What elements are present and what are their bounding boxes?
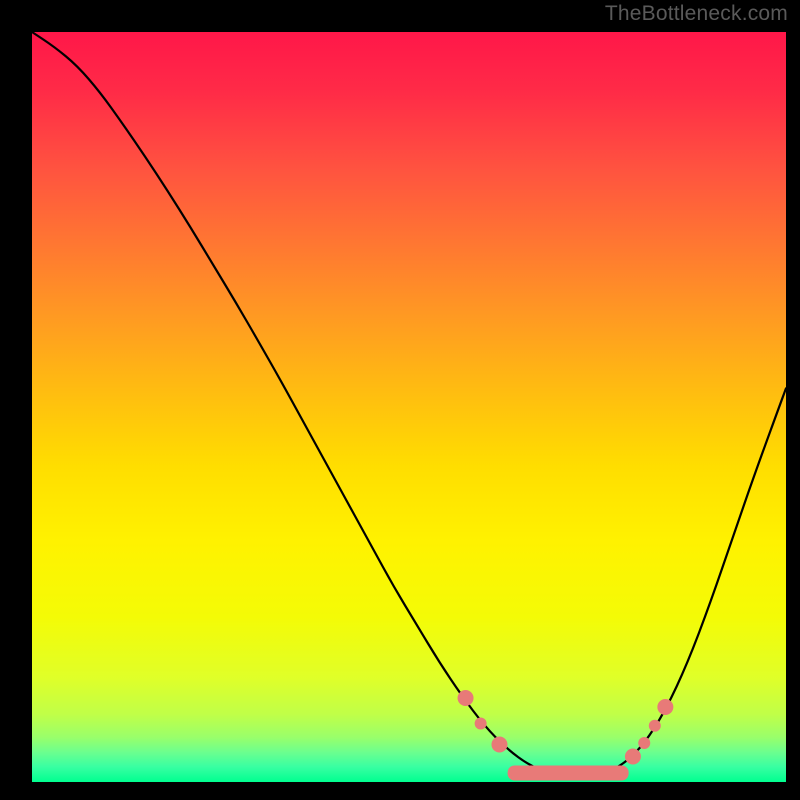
curve-marker-dot — [638, 737, 650, 749]
bottleneck-chart — [0, 0, 800, 800]
curve-marker-dot — [491, 737, 507, 753]
plot-area — [32, 32, 786, 782]
curve-marker-dot — [458, 690, 474, 706]
curve-marker-dot — [657, 699, 673, 715]
curve-marker-dot — [649, 720, 661, 732]
curve-marker-dot — [475, 718, 487, 730]
optimal-range-marker — [508, 766, 629, 781]
curve-marker-dot — [625, 749, 641, 765]
